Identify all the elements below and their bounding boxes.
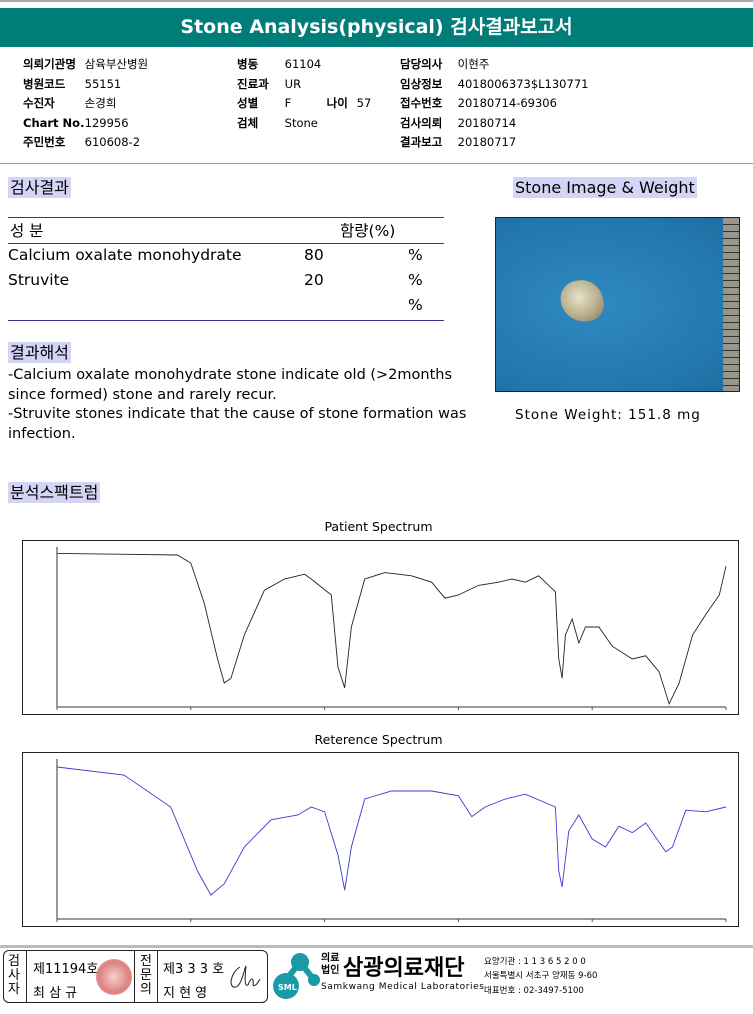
- doctor-label: 전문의: [140, 954, 152, 997]
- interpretation-heading: 결과해석: [8, 342, 71, 363]
- ruler: [723, 218, 739, 391]
- institution-code: 요양기관 : 1 1 3 6 5 2 0 0: [484, 957, 586, 967]
- examiner-name: 최 삼 규: [33, 986, 78, 1001]
- report-date: 20180717: [457, 135, 517, 150]
- sex: F: [284, 96, 292, 111]
- stone-weight: Stone Weight: 151.8 mg: [515, 407, 701, 423]
- label: 나이: [326, 96, 348, 111]
- unit: %: [408, 296, 423, 314]
- info-col3: 담당의사 이현주 임상정보 4018006373$L130771 접수번호 20…: [400, 55, 588, 153]
- stone-image: [557, 276, 607, 326]
- patient-spectrum: [22, 540, 739, 715]
- label: 진료과: [237, 76, 269, 91]
- doctor-name: 지 현 영: [163, 986, 208, 1001]
- sml-logo-icon: SML: [273, 953, 320, 999]
- footer-divider: [0, 945, 753, 948]
- divider: [134, 951, 135, 1002]
- label: Chart No.: [23, 115, 85, 130]
- label: 성별: [237, 96, 259, 111]
- label: 담당의사: [400, 57, 443, 71]
- top-border: [0, 0, 753, 2]
- label: 접수번호: [400, 96, 443, 111]
- clinical-info: 4018006373$L130771: [457, 76, 589, 91]
- table-rule: [8, 243, 444, 244]
- chart-no: 129956: [84, 115, 129, 130]
- label: 검사의뢰: [400, 115, 443, 130]
- hospital-code: 55151: [84, 76, 122, 91]
- report-title: Stone Analysis(physical) 검사결과보고서: [0, 8, 753, 47]
- label: 병동: [237, 57, 259, 71]
- table-rule: [8, 217, 444, 218]
- examiner-no: 제11194호: [33, 962, 99, 977]
- table-row: %: [8, 296, 444, 320]
- department: UR: [284, 76, 302, 91]
- receipt-no: 20180714-69306: [457, 96, 557, 111]
- examiner-label: 검사자: [8, 954, 20, 997]
- header-component: 성 분: [10, 222, 44, 240]
- signature: [230, 965, 261, 988]
- interpretation-line: -Calcium oxalate monohydrate stone indic…: [8, 367, 453, 403]
- patient-spectrum-plot: [56, 547, 727, 710]
- request-date: 20180714: [457, 115, 517, 130]
- doctor: 이현주: [457, 57, 490, 71]
- divider: [0, 163, 753, 164]
- table-rule: [8, 320, 444, 321]
- axis: [56, 547, 726, 708]
- divider: [26, 951, 27, 1002]
- label: 의뢰기관명: [23, 57, 76, 71]
- patient-spectrum-title: Patient Spectrum: [324, 519, 433, 534]
- specimen: Stone: [284, 115, 318, 130]
- phone: 대표번호 : 02-3497-5100: [484, 986, 584, 996]
- signature-box: 검사자 제11194호 최 삼 규 전문의 제3 3 3 호 지 현 영: [3, 950, 268, 1003]
- reference-spectrum-plot: [56, 759, 727, 922]
- label: 임상정보: [400, 76, 443, 91]
- org-name: 삼광의료재단: [343, 956, 465, 981]
- resident-no: 610608-2: [84, 135, 141, 150]
- doctor-no: 제3 3 3 호: [163, 962, 225, 977]
- label: 검체: [237, 115, 259, 130]
- ward: 61104: [284, 57, 322, 71]
- interpretation-text: -Calcium oxalate monohydrate stone indic…: [8, 366, 488, 444]
- org-type-1: 의료: [321, 953, 340, 964]
- org-name-en: Samkwang Medical Laboratories: [321, 982, 485, 992]
- reference-spectrum-title: Reterence Spectrum: [314, 732, 443, 747]
- label: 병원코드: [23, 76, 66, 91]
- table-row: Struvite 20%: [8, 271, 444, 295]
- spectrum-line: [56, 766, 727, 896]
- reference-spectrum: [22, 752, 739, 927]
- hospital-name: 삼육부산병원: [84, 57, 149, 71]
- component-name: Struvite: [8, 271, 70, 289]
- table-row: Calcium oxalate monohydrate 80%: [8, 246, 444, 270]
- results-heading: 검사결과: [8, 177, 71, 198]
- info-col2: 병동 61104 진료과 UR 성별 F 나이 57 검체 Stone: [237, 55, 371, 133]
- divider: [157, 951, 158, 1002]
- interpretation-line: -Struvite stones indicate that the cause…: [8, 406, 467, 442]
- patient-name: 손경희: [84, 96, 117, 111]
- axis: [56, 759, 726, 920]
- spectrum-heading: 분석스팩트럼: [8, 482, 101, 503]
- stone-photo: [495, 217, 740, 392]
- address: 서울특별시 서초구 양재동 9-60: [484, 971, 598, 981]
- age: 57: [356, 96, 372, 111]
- unit: %: [408, 246, 423, 264]
- info-col1: 의뢰기관명 삼육부산병원 병원코드 55151 수진자 손경희 Chart No…: [23, 55, 148, 153]
- logo-text: SML: [278, 983, 297, 992]
- spectrum-line: [56, 552, 727, 706]
- component-value: 20: [304, 271, 324, 289]
- unit: %: [408, 271, 423, 289]
- seal-stamp: [96, 959, 132, 995]
- header-amount: 함량(%): [340, 222, 396, 240]
- label: 수진자: [23, 96, 55, 111]
- org-type-2: 법인: [321, 965, 340, 976]
- label: 결과보고: [400, 135, 443, 150]
- label: 주민번호: [23, 135, 66, 150]
- component-value: 80: [304, 246, 324, 264]
- stone-heading: Stone Image & Weight: [513, 177, 697, 198]
- org-type: 의료 법인: [321, 953, 339, 977]
- table-header: 성 분 함량(%): [8, 219, 444, 243]
- component-name: Calcium oxalate monohydrate: [8, 246, 242, 264]
